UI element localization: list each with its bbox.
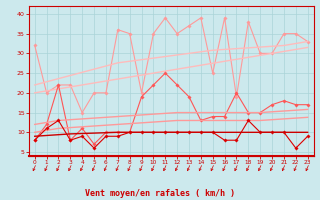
Text: Vent moyen/en rafales ( km/h ): Vent moyen/en rafales ( km/h ) <box>85 189 235 198</box>
